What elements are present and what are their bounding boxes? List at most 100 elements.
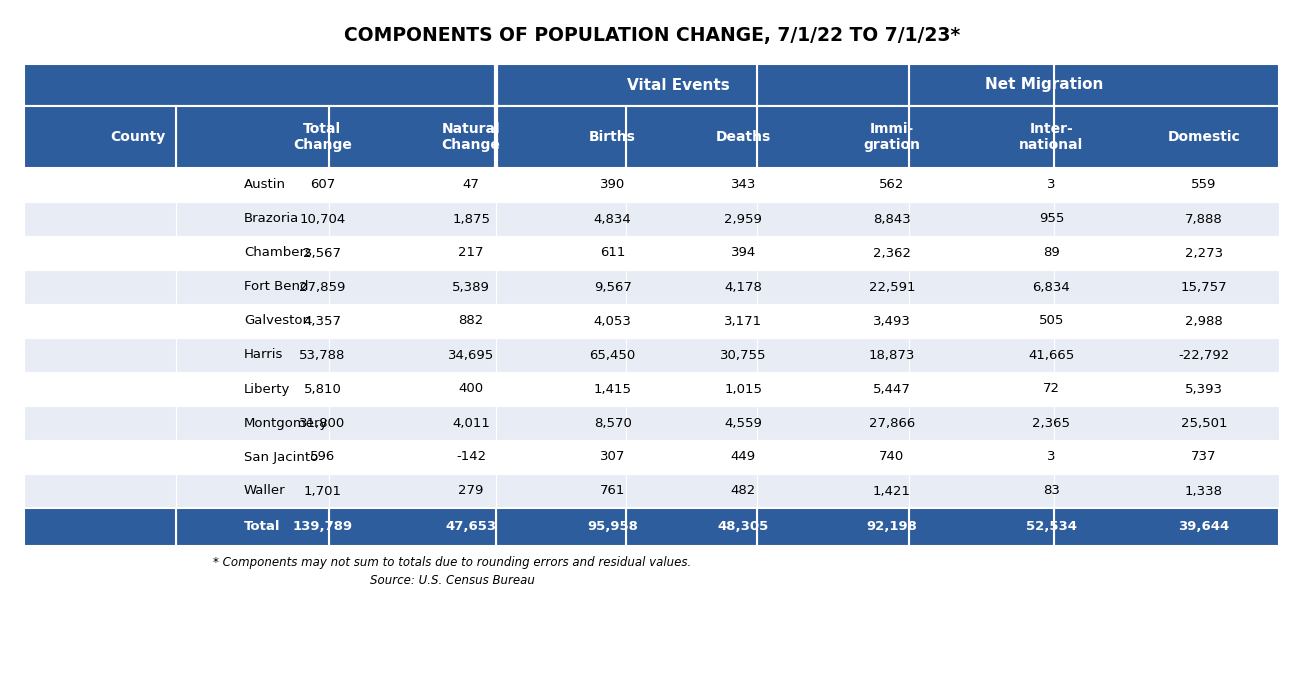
Text: Net Migration: Net Migration — [985, 78, 1103, 92]
Bar — [329, 202, 496, 236]
Bar — [23, 304, 176, 338]
Bar — [496, 202, 626, 236]
Text: Immi-
gration: Immi- gration — [863, 122, 921, 152]
Bar — [1054, 168, 1279, 202]
Bar — [1054, 338, 1279, 372]
Text: 607: 607 — [310, 179, 335, 191]
Text: 4,357: 4,357 — [304, 315, 342, 328]
Bar — [496, 372, 626, 406]
Bar — [1054, 406, 1279, 440]
Text: Brazoria: Brazoria — [244, 212, 299, 226]
Text: 955: 955 — [1039, 212, 1064, 226]
Text: 22,591: 22,591 — [868, 280, 915, 293]
Bar — [909, 304, 1054, 338]
Bar — [1054, 372, 1279, 406]
Text: 65,450: 65,450 — [589, 348, 636, 361]
Bar — [756, 106, 909, 168]
Text: 4,053: 4,053 — [593, 315, 631, 328]
Text: 25,501: 25,501 — [1180, 417, 1227, 429]
Bar — [496, 440, 626, 474]
Bar — [496, 406, 626, 440]
Text: 3: 3 — [1047, 179, 1056, 191]
Text: 3,493: 3,493 — [872, 315, 910, 328]
Bar — [909, 168, 1054, 202]
Text: Natural
Change: Natural Change — [442, 122, 501, 152]
Text: 8,843: 8,843 — [872, 212, 910, 226]
Text: 343: 343 — [730, 179, 756, 191]
Text: 27,859: 27,859 — [299, 280, 346, 293]
Bar — [176, 270, 329, 304]
Bar — [329, 236, 496, 270]
Bar — [23, 406, 176, 440]
Text: 15,757: 15,757 — [1180, 280, 1227, 293]
Text: Deaths: Deaths — [716, 130, 771, 144]
Bar — [1054, 304, 1279, 338]
Bar — [176, 304, 329, 338]
Text: 6,834: 6,834 — [1033, 280, 1071, 293]
Text: 1,015: 1,015 — [724, 383, 762, 396]
Bar — [176, 106, 329, 168]
Text: 1,701: 1,701 — [304, 485, 342, 497]
Bar — [23, 202, 176, 236]
Text: 394: 394 — [730, 247, 756, 259]
Text: 48,305: 48,305 — [717, 520, 769, 534]
Text: Total
Change: Total Change — [293, 122, 352, 152]
Text: 559: 559 — [1191, 179, 1217, 191]
Text: 882: 882 — [459, 315, 484, 328]
Bar — [626, 440, 756, 474]
Bar — [1054, 508, 1279, 546]
Bar — [23, 440, 176, 474]
Bar — [909, 202, 1054, 236]
Text: 34,695: 34,695 — [449, 348, 494, 361]
Text: -142: -142 — [456, 450, 486, 464]
Bar — [756, 338, 909, 372]
Bar — [23, 236, 176, 270]
Text: 279: 279 — [459, 485, 484, 497]
Bar — [1054, 202, 1279, 236]
Text: 1,421: 1,421 — [872, 485, 911, 497]
Bar — [909, 508, 1054, 546]
Text: 10,704: 10,704 — [300, 212, 346, 226]
Text: 92,198: 92,198 — [866, 520, 917, 534]
Text: Vital Events: Vital Events — [626, 78, 729, 92]
Bar — [329, 440, 496, 474]
Bar — [176, 406, 329, 440]
Text: 31,800: 31,800 — [300, 417, 346, 429]
Bar — [329, 304, 496, 338]
Bar — [176, 338, 329, 372]
Bar — [626, 406, 756, 440]
Bar — [496, 474, 626, 508]
Bar — [23, 474, 176, 508]
Bar — [23, 106, 176, 168]
Text: Chambers: Chambers — [244, 247, 312, 259]
Bar — [626, 270, 756, 304]
Bar — [1054, 64, 1279, 106]
Bar — [909, 406, 1054, 440]
Text: 2,362: 2,362 — [872, 247, 911, 259]
Bar — [1054, 440, 1279, 474]
Text: 3,171: 3,171 — [724, 315, 763, 328]
Bar — [329, 406, 496, 440]
Text: 2,988: 2,988 — [1185, 315, 1223, 328]
Bar — [756, 440, 909, 474]
Bar — [496, 64, 756, 106]
Bar — [756, 372, 909, 406]
Bar — [1054, 236, 1279, 270]
Text: 39,644: 39,644 — [1179, 520, 1230, 534]
Bar — [1054, 474, 1279, 508]
Bar — [909, 236, 1054, 270]
Text: 139,789: 139,789 — [292, 520, 352, 534]
Bar — [176, 474, 329, 508]
Bar — [329, 338, 496, 372]
Bar — [626, 372, 756, 406]
Text: 562: 562 — [879, 179, 905, 191]
Text: Fort Bend: Fort Bend — [244, 280, 308, 293]
Text: 4,559: 4,559 — [724, 417, 762, 429]
Text: 4,178: 4,178 — [724, 280, 762, 293]
Text: 1,875: 1,875 — [452, 212, 490, 226]
Bar — [329, 508, 496, 546]
Text: 5,810: 5,810 — [304, 383, 342, 396]
Bar — [496, 168, 626, 202]
Text: * Components may not sum to totals due to rounding errors and residual values.: * Components may not sum to totals due t… — [214, 556, 691, 569]
Bar — [23, 270, 176, 304]
